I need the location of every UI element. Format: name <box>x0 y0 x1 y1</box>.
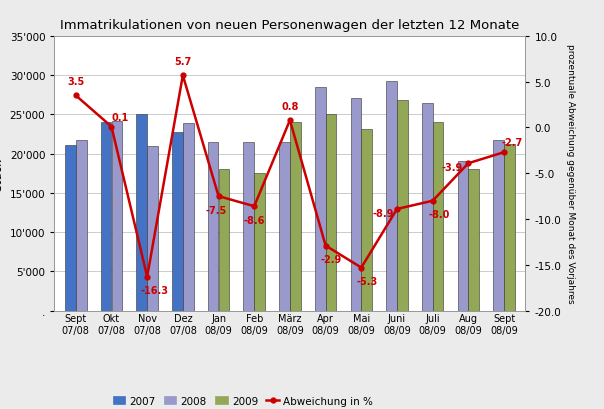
Bar <box>254 174 265 311</box>
Text: -2.7: -2.7 <box>502 138 523 148</box>
Bar <box>433 123 443 311</box>
Bar <box>208 142 219 311</box>
Bar <box>101 123 111 311</box>
Text: -8.9: -8.9 <box>373 209 394 218</box>
Bar <box>493 141 504 311</box>
Bar <box>279 142 290 311</box>
Bar <box>290 123 301 311</box>
Y-axis label: Stück: Stück <box>0 157 4 190</box>
Bar <box>315 88 326 311</box>
Bar <box>112 121 122 311</box>
Bar <box>326 115 336 311</box>
Bar <box>504 145 515 311</box>
Text: 0.1: 0.1 <box>111 112 129 122</box>
Bar <box>76 141 86 311</box>
Bar <box>350 99 361 311</box>
Bar <box>183 124 194 311</box>
Text: -7.5: -7.5 <box>205 205 226 215</box>
Bar <box>219 170 230 311</box>
Text: 5.7: 5.7 <box>174 57 191 67</box>
Bar <box>469 170 479 311</box>
Text: -2.9: -2.9 <box>321 255 342 265</box>
Bar <box>361 130 372 311</box>
Bar <box>422 104 432 311</box>
Text: 3.5: 3.5 <box>67 77 85 87</box>
Bar <box>386 81 397 311</box>
Bar <box>137 115 147 311</box>
Y-axis label: prozentuale Abweichung gegenüber Monat des Vorjahres: prozentuale Abweichung gegenüber Monat d… <box>567 44 575 303</box>
Legend: 2007, 2008, 2009, Abweichung in %: 2007, 2008, 2009, Abweichung in % <box>109 391 377 409</box>
Bar <box>172 133 183 311</box>
Bar <box>243 142 254 311</box>
Text: -8.0: -8.0 <box>429 210 451 220</box>
Title: Immatrikulationen von neuen Personenwagen der letzten 12 Monate: Immatrikulationen von neuen Personenwage… <box>60 18 519 31</box>
Text: 0.8: 0.8 <box>281 102 298 112</box>
Text: -5.3: -5.3 <box>356 276 378 287</box>
Text: -8.6: -8.6 <box>243 216 265 225</box>
Text: -3.9: -3.9 <box>441 163 462 173</box>
Bar <box>147 146 158 311</box>
Bar <box>397 101 408 311</box>
Bar <box>458 161 468 311</box>
Text: -16.3: -16.3 <box>140 286 168 296</box>
Bar <box>65 146 76 311</box>
